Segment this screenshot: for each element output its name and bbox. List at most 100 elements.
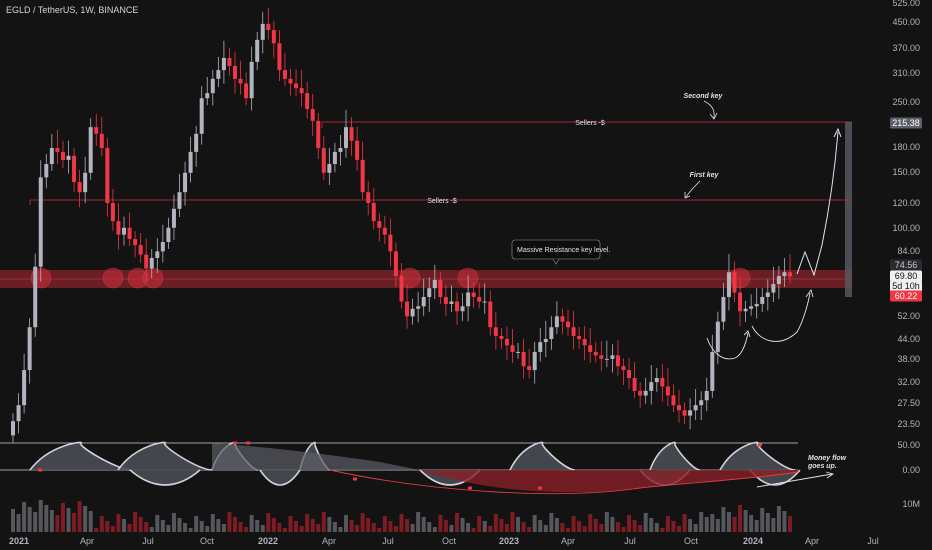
volume-bar: [171, 513, 176, 532]
price-tick: 450.00: [892, 17, 920, 27]
candle-body: [327, 164, 332, 173]
volume-bar: [615, 522, 620, 532]
candle-body: [122, 227, 126, 235]
volume-bar: [266, 513, 271, 532]
candle-body: [571, 327, 576, 336]
price-tick: 150.00: [892, 167, 920, 177]
volume-bar: [499, 519, 504, 532]
candle-body: [305, 93, 310, 110]
volume-bar: [221, 524, 226, 532]
price-tag-bg: [890, 290, 922, 302]
candle-body: [416, 306, 421, 309]
volume-bar: [788, 516, 792, 532]
volume-bar: [593, 519, 598, 532]
candle-body: [482, 301, 487, 303]
volume-bar: [782, 511, 787, 532]
candle-body: [693, 405, 698, 411]
volume-bar: [471, 528, 476, 532]
money-flow-arrowhead: [825, 471, 835, 479]
price-axis[interactable]: 525.00 450.00 370.00 310.00 250.00 180.00 150.…: [890, 0, 922, 509]
volume-bar: [55, 515, 60, 532]
candle-body: [749, 306, 754, 309]
candle-body: [538, 342, 543, 352]
candle-body: [205, 93, 210, 99]
price-tick: 84.00: [897, 246, 920, 256]
volume-bar: [277, 523, 282, 532]
volume-bar: [305, 514, 310, 532]
candle-body: [677, 405, 681, 411]
time-axis[interactable]: 2021 Apr Jul Oct 2022 Apr Jul Oct 2023 Apr Jul Oct 2…: [9, 536, 879, 546]
price-tick: 32.00: [897, 377, 920, 387]
volume-bar: [482, 521, 487, 532]
candle-body: [432, 280, 437, 289]
candle-body: [127, 227, 132, 240]
candle-body: [221, 57, 226, 71]
time-tick: 2023: [499, 536, 519, 546]
candle-body: [116, 221, 121, 235]
time-tick: Apr: [322, 536, 336, 546]
volume-bar: [183, 523, 188, 532]
price-tick: 370.00: [892, 43, 920, 53]
volume-bar: [227, 512, 232, 532]
volume-bar: [249, 515, 254, 532]
volume-bar: [371, 523, 376, 532]
price-tick: 180.00: [892, 142, 920, 152]
candle-body: [488, 301, 493, 328]
candle-body: [332, 151, 337, 165]
candle-body: [788, 272, 792, 277]
money-flow-arrow: [756, 473, 833, 488]
chart-symbol-title: EGLD / TetherUS, 1W, BINANCE: [6, 5, 139, 15]
osc-hump-1: [118, 442, 212, 470]
candle-body: [405, 301, 410, 317]
candle-body: [615, 355, 620, 367]
candle-body: [72, 155, 77, 183]
volume-bar: [122, 519, 126, 532]
time-tick: Jul: [382, 536, 394, 546]
volume-bar: [38, 500, 43, 532]
volume-bar: [138, 517, 143, 532]
projection-path: [796, 131, 839, 277]
candle-body: [255, 39, 260, 62]
volume-bar: [627, 515, 632, 532]
osc-tick-50: 50.00: [897, 440, 920, 450]
candle-body: [510, 345, 515, 352]
osc-hump-edge-4: [509, 441, 576, 471]
volume-bar: [116, 514, 121, 532]
sellers-label-upper: Sellers -$: [575, 120, 605, 127]
candle-body: [710, 351, 715, 391]
candle-body: [99, 133, 104, 149]
candle-body: [88, 127, 93, 173]
candles-layer: [11, 7, 792, 443]
osc-hump-edge-5: [649, 441, 701, 471]
candle-body: [455, 301, 459, 312]
volume-bar: [105, 521, 110, 532]
volume-bar: [621, 527, 626, 532]
candle-body: [460, 306, 465, 312]
candle-body: [726, 272, 731, 297]
price-tag: 60.22: [895, 291, 918, 301]
candle-body: [743, 308, 748, 312]
time-tick: Oct: [442, 536, 457, 546]
volume-bar: [149, 527, 154, 532]
volume-bar: [233, 517, 237, 532]
volume-bar: [504, 524, 509, 532]
volume-bar: [399, 514, 404, 532]
volume-bar: [33, 512, 38, 532]
time-tick: Jul: [142, 536, 154, 546]
candle-body: [60, 151, 65, 160]
volume-bar: [77, 501, 82, 532]
candle-body: [271, 30, 276, 44]
candle-body: [371, 203, 376, 222]
volume-bar: [321, 512, 326, 532]
candle-body: [688, 410, 693, 416]
volume-bar: [405, 519, 410, 532]
volume-bar: [443, 520, 448, 532]
osc-marker-4: [468, 486, 472, 490]
candle-body: [388, 234, 393, 252]
candle-body: [504, 338, 509, 346]
volume-bar: [654, 523, 659, 532]
candle-body: [22, 370, 27, 406]
volume-bar: [449, 525, 454, 532]
volume-bar: [388, 521, 393, 532]
